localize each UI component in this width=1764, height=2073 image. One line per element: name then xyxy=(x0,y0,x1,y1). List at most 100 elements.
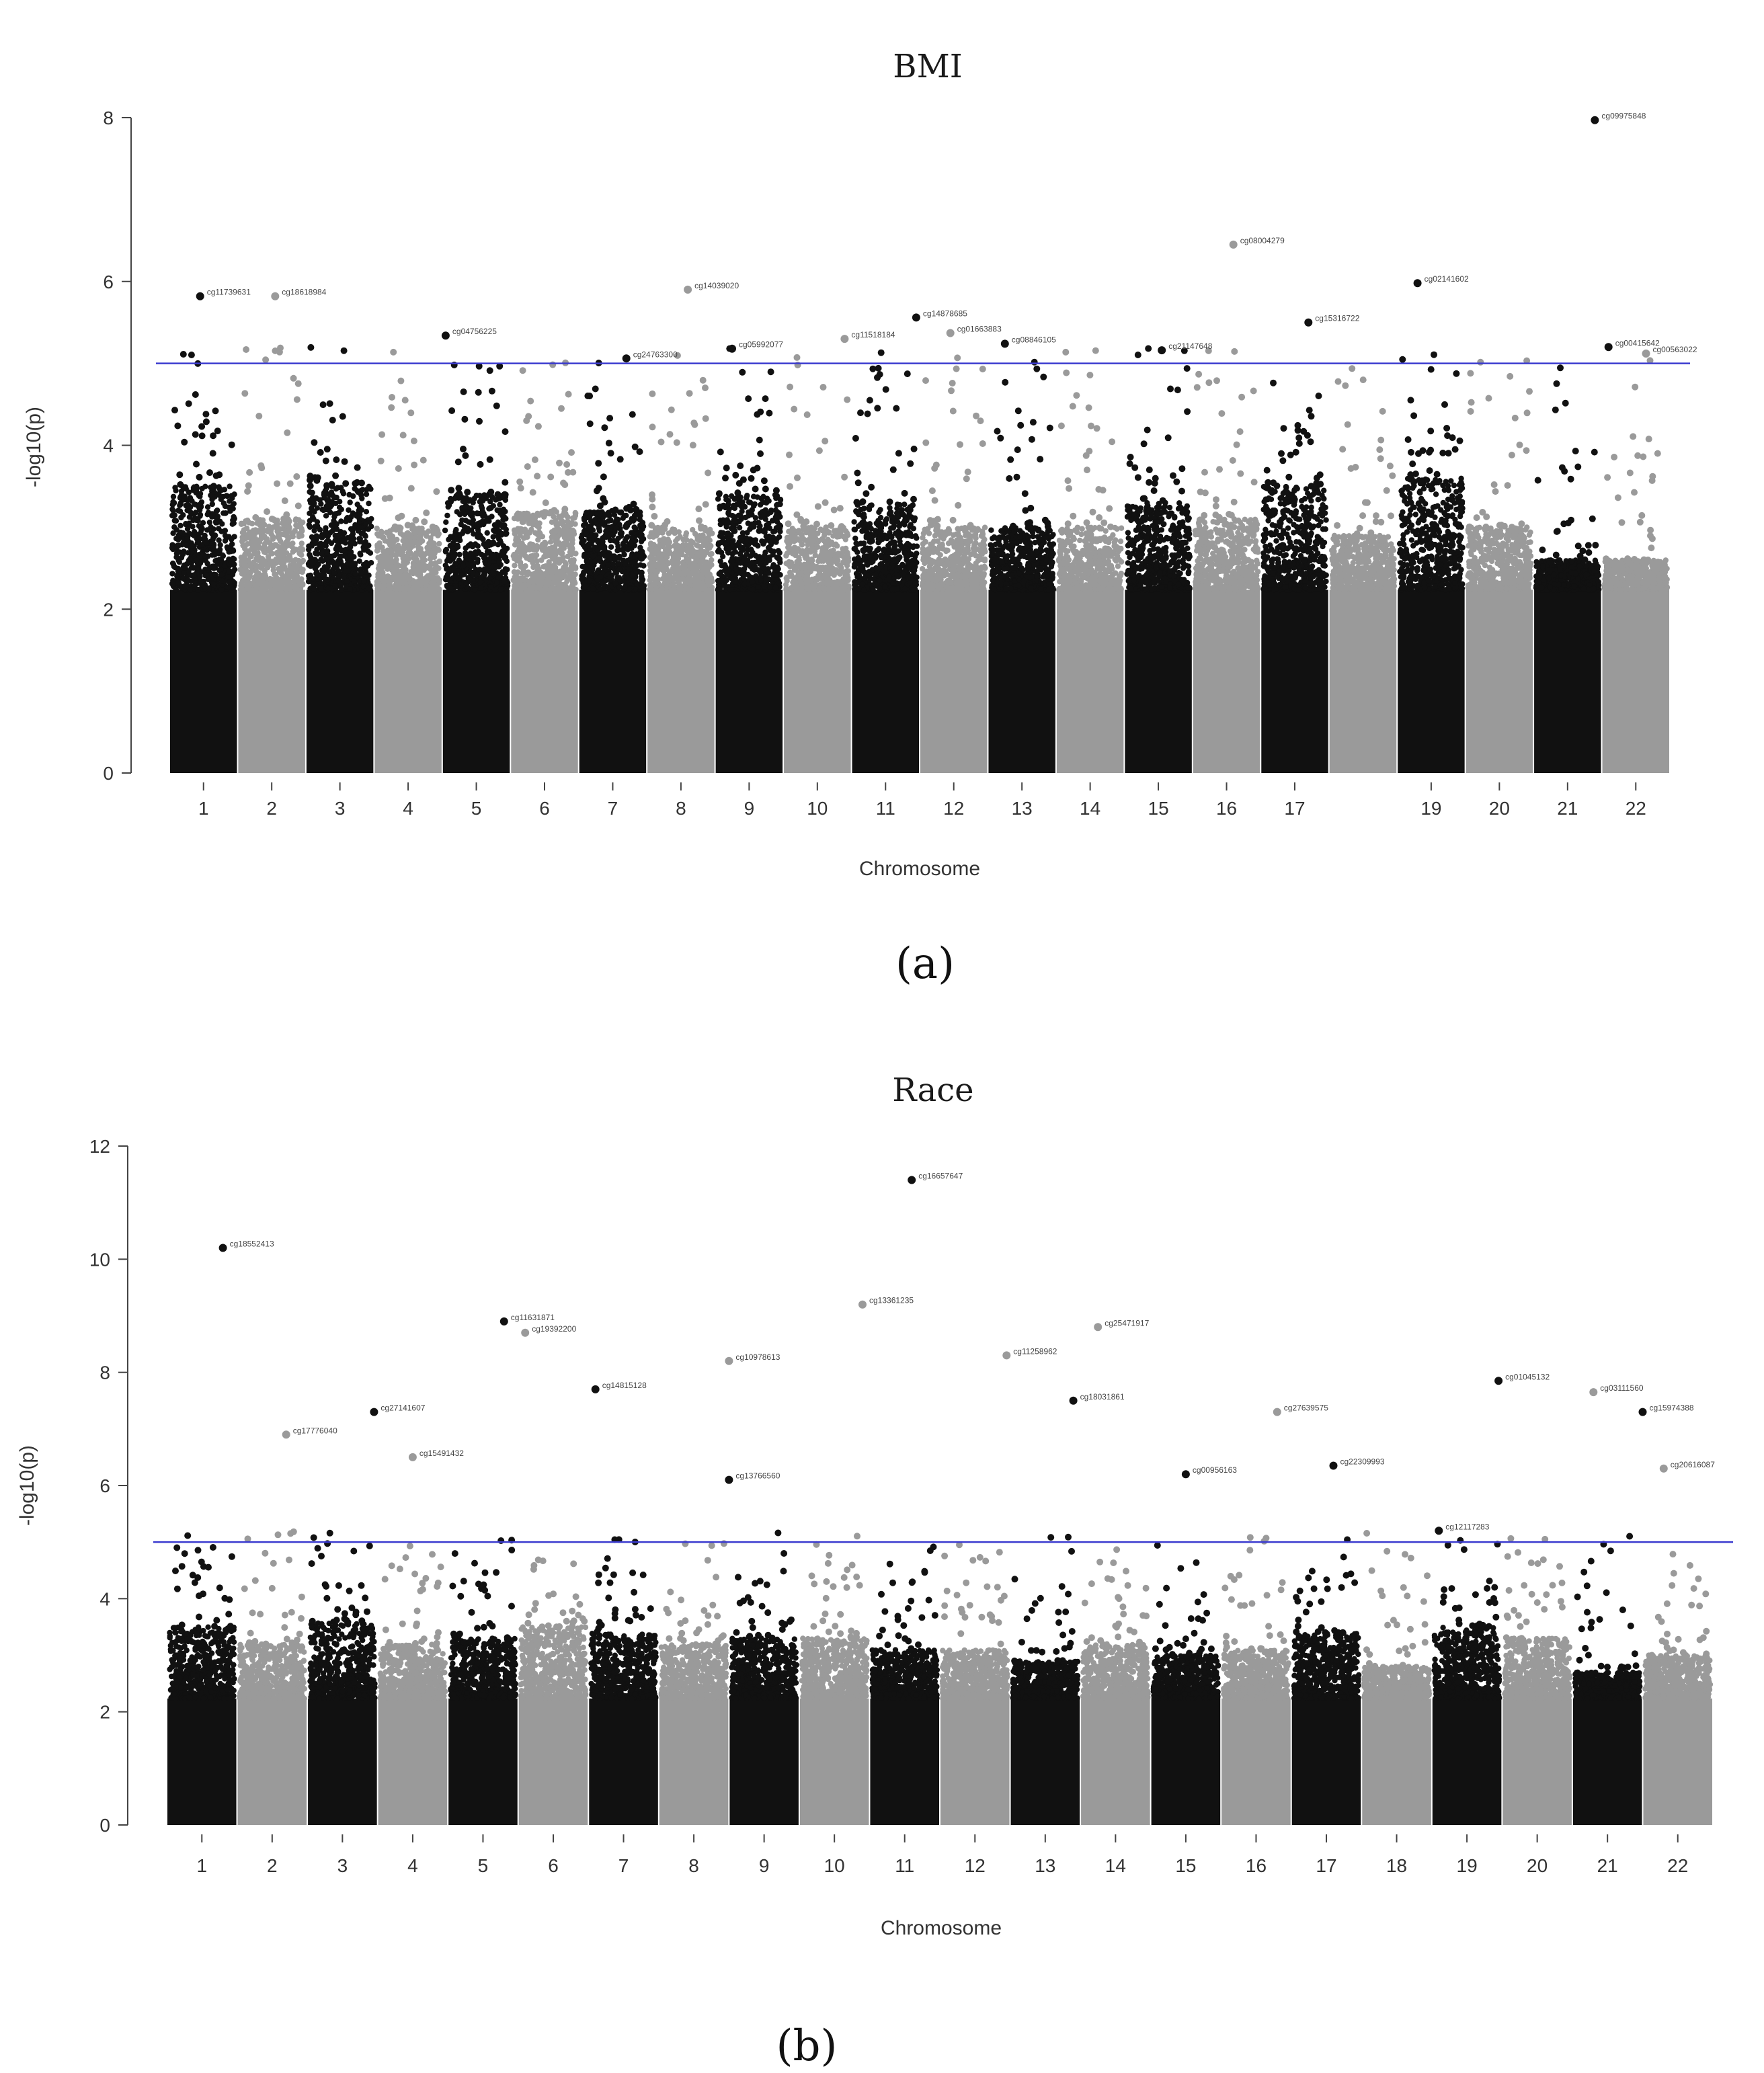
data-point xyxy=(179,351,187,358)
data-point xyxy=(749,579,756,585)
data-point xyxy=(776,556,783,562)
data-point xyxy=(762,516,769,522)
data-point xyxy=(274,480,281,487)
data-point xyxy=(546,561,552,567)
data-point xyxy=(333,456,340,463)
data-point xyxy=(387,542,393,548)
data-point xyxy=(683,530,690,536)
data-point xyxy=(649,575,655,581)
data-point xyxy=(484,530,490,536)
data-point xyxy=(500,506,507,512)
data-point xyxy=(744,493,750,499)
data-point xyxy=(212,552,218,558)
data-point xyxy=(772,572,779,578)
chromosome-band xyxy=(1466,590,1533,773)
data-point xyxy=(393,567,399,573)
data-point xyxy=(745,395,752,403)
data-point xyxy=(623,535,629,541)
data-point xyxy=(476,534,482,540)
data-point xyxy=(356,516,362,522)
data-point xyxy=(411,580,417,586)
data-point xyxy=(592,517,598,523)
data-point xyxy=(316,541,323,547)
data-point xyxy=(469,569,476,575)
data-point xyxy=(169,544,175,551)
data-point xyxy=(749,507,755,514)
data-point xyxy=(171,407,178,414)
data-point xyxy=(495,574,502,581)
data-point xyxy=(423,510,430,516)
data-point xyxy=(519,367,526,374)
data-point xyxy=(482,559,488,565)
data-point xyxy=(497,501,503,507)
data-point xyxy=(534,585,540,591)
data-point xyxy=(444,512,450,519)
data-point xyxy=(204,572,210,578)
data-point xyxy=(757,561,763,567)
data-point xyxy=(322,457,329,464)
data-point xyxy=(745,571,751,578)
data-point xyxy=(424,582,430,588)
data-point xyxy=(610,561,616,567)
data-point xyxy=(186,520,192,526)
data-point xyxy=(616,456,624,463)
data-point xyxy=(397,528,403,534)
data-point xyxy=(227,574,233,580)
data-point xyxy=(230,569,236,575)
data-point xyxy=(209,450,216,457)
data-point xyxy=(659,585,666,592)
data-point xyxy=(184,542,190,548)
data-point xyxy=(433,488,440,495)
data-point xyxy=(561,481,569,489)
data-point xyxy=(665,574,672,580)
data-point xyxy=(448,407,456,414)
data-point xyxy=(290,374,297,382)
data-point xyxy=(709,586,715,592)
data-point xyxy=(310,514,316,520)
data-point xyxy=(570,559,576,566)
data-point xyxy=(243,346,250,353)
data-point xyxy=(607,574,613,581)
data-point xyxy=(762,549,768,555)
data-point xyxy=(483,518,490,524)
data-point xyxy=(736,524,743,531)
data-point xyxy=(196,501,202,508)
data-point xyxy=(602,553,608,559)
data-point xyxy=(368,560,374,566)
data-point xyxy=(388,548,395,555)
data-point xyxy=(746,499,752,505)
data-point xyxy=(355,528,362,534)
data-point xyxy=(432,566,438,572)
data-point xyxy=(213,518,219,525)
data-point xyxy=(341,530,348,536)
data-point xyxy=(760,541,766,547)
data-point xyxy=(346,507,352,513)
data-point xyxy=(229,585,235,591)
data-point xyxy=(195,586,201,593)
data-point xyxy=(631,559,637,566)
data-point xyxy=(528,586,534,592)
data-point xyxy=(259,522,266,528)
data-point xyxy=(503,531,510,537)
data-point xyxy=(721,502,727,509)
data-point xyxy=(600,581,606,587)
data-point xyxy=(357,512,363,518)
data-point xyxy=(770,562,776,568)
data-point xyxy=(659,575,666,582)
data-point xyxy=(666,560,672,567)
data-point xyxy=(398,574,404,580)
data-point xyxy=(649,495,656,503)
data-point xyxy=(612,580,618,587)
data-point xyxy=(243,525,250,532)
data-point xyxy=(333,546,339,552)
chromosome-band xyxy=(1534,590,1601,773)
data-point xyxy=(461,415,469,423)
data-point xyxy=(717,586,723,592)
data-point xyxy=(242,574,248,580)
chromosome-band xyxy=(511,590,578,773)
data-point xyxy=(671,542,678,549)
data-point xyxy=(319,506,325,512)
data-point xyxy=(678,583,684,590)
data-point xyxy=(214,428,221,435)
data-point xyxy=(398,548,404,555)
